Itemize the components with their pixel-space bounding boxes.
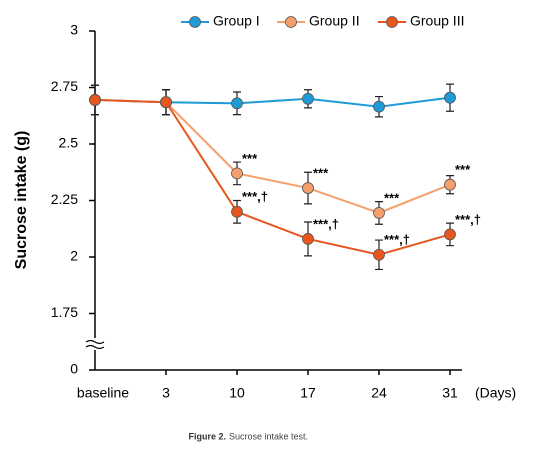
y-tick-label: 1.75 <box>51 304 78 320</box>
x-tick-label: 24 <box>371 385 387 401</box>
y-tick-label: 2.25 <box>51 191 78 207</box>
legend-label: Group I <box>213 13 260 29</box>
y-tick-label: 2.75 <box>51 78 78 94</box>
marker <box>231 97 243 110</box>
y-tick-label: 0 <box>70 361 78 377</box>
marker <box>302 182 314 194</box>
marker <box>373 248 385 261</box>
point-label: ***,† <box>242 189 268 204</box>
marker <box>373 207 385 219</box>
axis-break <box>85 339 105 350</box>
marker <box>302 233 314 245</box>
x-tick-label: 31 <box>442 385 458 401</box>
y-tick-label: 3 <box>70 22 78 38</box>
x-tick-label: 3 <box>162 385 170 401</box>
caption: Sucrose intake test. <box>229 431 308 441</box>
point-label: ***,† <box>384 232 410 247</box>
y-tick-label: 2 <box>70 248 78 264</box>
x-tick-label: 10 <box>229 385 245 401</box>
x-axis-label: (Days) <box>475 385 516 401</box>
legend-marker <box>386 16 398 28</box>
marker <box>302 92 314 105</box>
caption-label: Figure 2. <box>188 431 226 441</box>
marker <box>89 94 101 106</box>
point-label: *** <box>313 166 329 181</box>
legend-label: Group II <box>309 13 360 29</box>
y-tick-label: 2.5 <box>59 135 79 151</box>
x-tick-label: baseline <box>77 385 129 401</box>
x-tick-label: 17 <box>300 385 316 401</box>
marker <box>231 167 243 180</box>
legend-marker <box>189 16 201 28</box>
marker <box>444 178 456 191</box>
marker <box>444 91 456 104</box>
marker <box>444 228 456 241</box>
marker <box>231 205 243 218</box>
series-line <box>94 98 451 256</box>
y-axis-label: Sucrose intake (g) <box>13 131 30 270</box>
point-label: *** <box>242 151 258 166</box>
point-label: *** <box>455 162 471 177</box>
point-label: ***,† <box>313 216 339 231</box>
point-label: ***,† <box>455 212 481 227</box>
legend-marker <box>285 16 297 28</box>
marker <box>160 96 172 109</box>
legend-label: Group III <box>410 13 464 29</box>
point-label: *** <box>384 190 400 205</box>
marker <box>373 100 385 113</box>
